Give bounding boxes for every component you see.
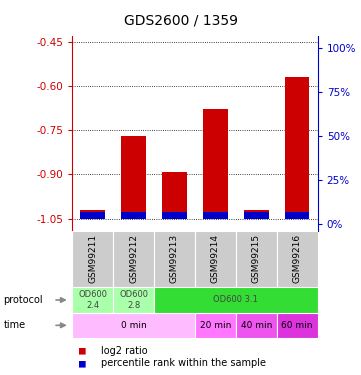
Text: time: time bbox=[4, 320, 26, 330]
Bar bbox=[195, 231, 236, 287]
Text: GSM99215: GSM99215 bbox=[252, 234, 261, 284]
Text: ■: ■ bbox=[79, 346, 86, 355]
Bar bbox=[81, 210, 105, 219]
Text: OD600
2.8: OD600 2.8 bbox=[119, 290, 148, 310]
Bar bbox=[203, 110, 228, 219]
Text: GSM99216: GSM99216 bbox=[293, 234, 302, 284]
Bar bbox=[244, 210, 269, 219]
Bar bbox=[236, 231, 277, 287]
Bar bbox=[154, 231, 195, 287]
Text: OD600
2.4: OD600 2.4 bbox=[78, 290, 107, 310]
Text: ■: ■ bbox=[79, 358, 86, 368]
Bar bbox=[162, 171, 187, 219]
Bar bbox=[277, 313, 318, 338]
Bar bbox=[154, 287, 318, 313]
Text: GSM99211: GSM99211 bbox=[88, 234, 97, 284]
Bar bbox=[121, 136, 146, 219]
Bar bbox=[121, 212, 146, 219]
Bar bbox=[244, 212, 269, 219]
Bar bbox=[285, 212, 309, 219]
Bar bbox=[81, 212, 105, 219]
Text: 20 min: 20 min bbox=[200, 321, 231, 330]
Text: GSM99214: GSM99214 bbox=[211, 234, 220, 283]
Text: protocol: protocol bbox=[4, 295, 43, 305]
Bar bbox=[203, 212, 228, 219]
Bar bbox=[195, 313, 236, 338]
Text: OD600 3.1: OD600 3.1 bbox=[213, 296, 258, 304]
Text: 60 min: 60 min bbox=[282, 321, 313, 330]
Bar bbox=[72, 313, 195, 338]
Text: percentile rank within the sample: percentile rank within the sample bbox=[101, 358, 266, 368]
Bar bbox=[72, 287, 113, 313]
Bar bbox=[285, 77, 309, 219]
Text: log2 ratio: log2 ratio bbox=[101, 346, 148, 355]
Bar bbox=[113, 231, 154, 287]
Text: GDS2600 / 1359: GDS2600 / 1359 bbox=[123, 13, 238, 27]
Bar bbox=[113, 287, 154, 313]
Bar bbox=[236, 313, 277, 338]
Text: 40 min: 40 min bbox=[241, 321, 272, 330]
Text: 0 min: 0 min bbox=[121, 321, 147, 330]
Bar bbox=[72, 231, 113, 287]
Text: GSM99212: GSM99212 bbox=[129, 234, 138, 283]
Bar bbox=[162, 212, 187, 219]
Bar bbox=[277, 231, 318, 287]
Text: GSM99213: GSM99213 bbox=[170, 234, 179, 284]
